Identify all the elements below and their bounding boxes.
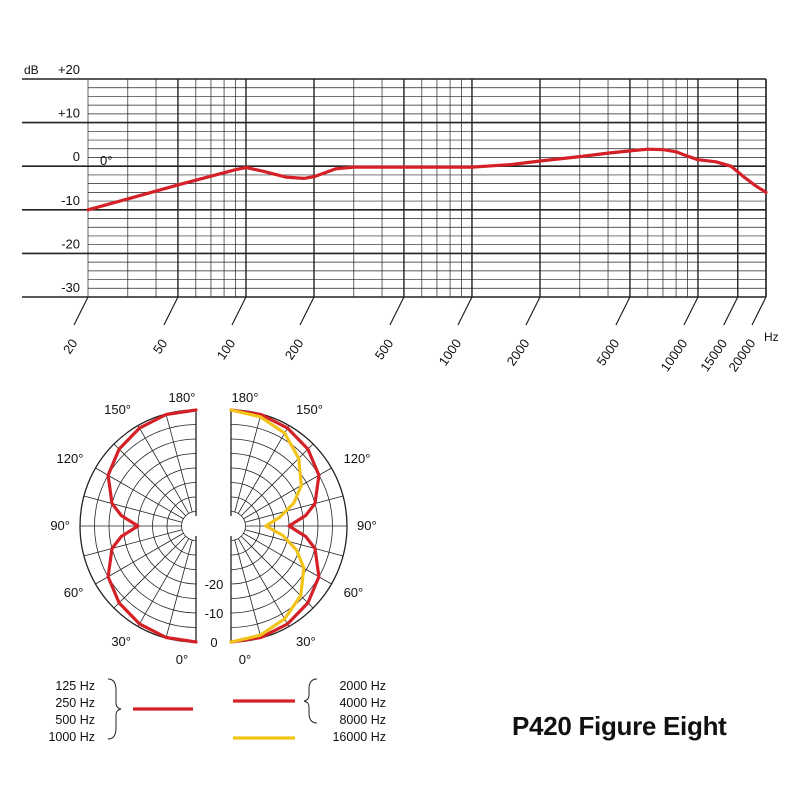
x-tick-mark bbox=[751, 296, 767, 326]
y-tick-label: 0 bbox=[73, 149, 80, 164]
polar-spoke bbox=[95, 467, 184, 520]
legend-label: 250 Hz bbox=[55, 696, 95, 710]
polar-spoke bbox=[165, 539, 193, 639]
polar-db-label: -20 bbox=[205, 577, 224, 592]
x-tick-mark bbox=[525, 296, 541, 326]
polar-curve-red bbox=[106, 408, 198, 644]
y-tick-label: +10 bbox=[58, 106, 80, 121]
legend-label: 500 Hz bbox=[55, 713, 95, 727]
polar-spoke bbox=[244, 529, 344, 557]
polar-db-label: -10 bbox=[205, 606, 224, 621]
x-tick-mark bbox=[231, 296, 247, 326]
polar-angle-label: 150° bbox=[296, 402, 323, 417]
x-tick-label: 15000 bbox=[697, 336, 730, 374]
polar-angle-label: 0° bbox=[176, 652, 188, 667]
x-tick-mark bbox=[457, 296, 473, 326]
polar-angle-label: 120° bbox=[344, 451, 371, 466]
x-tick-mark bbox=[723, 296, 739, 326]
y-tick-label: -30 bbox=[61, 280, 80, 295]
x-tick-mark bbox=[73, 296, 89, 326]
y-axis-label: dB bbox=[24, 63, 39, 77]
x-tick-mark bbox=[615, 296, 631, 326]
x-tick-label: 200 bbox=[282, 336, 307, 362]
polar-angle-label: 90° bbox=[50, 518, 70, 533]
x-tick-mark bbox=[299, 296, 315, 326]
y-tick-label: -20 bbox=[61, 236, 80, 251]
x-tick-label: 500 bbox=[372, 336, 397, 362]
polar-spoke bbox=[83, 495, 183, 523]
polar-angle-label: 30° bbox=[111, 634, 131, 649]
polar-ring bbox=[181, 511, 197, 541]
polar-center bbox=[186, 516, 206, 536]
x-tick-mark bbox=[683, 296, 699, 326]
polar-ring bbox=[230, 511, 246, 541]
y-tick-label: +20 bbox=[58, 62, 80, 77]
polar-spoke bbox=[240, 443, 314, 517]
frequency-response-chart: 20 50 100 200 500 1000 2000 5000 10000 1500020000… bbox=[22, 62, 779, 374]
x-tick-label: 50 bbox=[150, 336, 171, 356]
polar-spoke bbox=[237, 538, 290, 627]
x-tick-label: 100 bbox=[214, 336, 239, 362]
x-tick-label: 1000 bbox=[436, 336, 465, 368]
legend-brace bbox=[107, 678, 122, 740]
x-tick-mark bbox=[389, 296, 405, 326]
polar-spoke bbox=[165, 413, 193, 513]
x-tick-label: 20000 bbox=[725, 336, 758, 374]
legend-label: 16000 Hz bbox=[332, 730, 386, 744]
polar-spoke bbox=[113, 535, 187, 609]
polar-angle-label: 120° bbox=[57, 451, 84, 466]
polar-spoke bbox=[237, 425, 290, 514]
legend-brace bbox=[303, 678, 318, 724]
polar-pattern-chart: 0° 0° 30° 30° 60° 60° 90° 90° 120° 120° 150° 150° 18… bbox=[50, 390, 376, 667]
polar-angle-label: 30° bbox=[296, 634, 316, 649]
x-tick-mark bbox=[163, 296, 179, 326]
polar-angle-label: 180° bbox=[169, 390, 196, 405]
polar-angle-label: 150° bbox=[104, 402, 131, 417]
polar-spoke bbox=[234, 413, 262, 513]
legend-label: 8000 Hz bbox=[339, 713, 386, 727]
x-axis-label: Hz bbox=[764, 330, 779, 344]
legend: 125 Hz 250 Hz 500 Hz 1000 Hz 2000 Hz 4000 Hz 8… bbox=[48, 678, 386, 744]
x-tick-label: 5000 bbox=[594, 336, 623, 368]
polar-spoke bbox=[137, 538, 190, 627]
polar-spoke bbox=[243, 532, 332, 585]
polar-center bbox=[221, 516, 241, 536]
x-tick-label: 10000 bbox=[657, 336, 690, 374]
response-curve bbox=[86, 147, 768, 212]
polar-angle-label: 180° bbox=[232, 390, 259, 405]
polar-db-label: 0 bbox=[210, 635, 217, 650]
polar-spoke bbox=[83, 529, 183, 557]
polar-spoke bbox=[113, 443, 187, 517]
polar-curve-yellow bbox=[229, 408, 306, 644]
legend-label: 1000 Hz bbox=[48, 730, 95, 744]
polar-spoke bbox=[95, 532, 184, 585]
y-tick-label: -10 bbox=[61, 193, 80, 208]
legend-label: 125 Hz bbox=[55, 679, 95, 693]
legend-label: 4000 Hz bbox=[339, 696, 386, 710]
polar-angle-label: 60° bbox=[344, 585, 364, 600]
polar-spoke bbox=[137, 425, 190, 514]
legend-label: 2000 Hz bbox=[339, 679, 386, 693]
polar-curve-red bbox=[229, 408, 321, 644]
polar-angle-label: 0° bbox=[239, 652, 251, 667]
x-tick-label: 2000 bbox=[504, 336, 533, 368]
product-title: P420 Figure Eight bbox=[512, 711, 727, 741]
polar-spoke bbox=[243, 467, 332, 520]
polar-angle-label: 90° bbox=[357, 518, 377, 533]
angle-annotation: 0° bbox=[100, 153, 112, 168]
x-tick-label: 20 bbox=[60, 336, 81, 356]
polar-spoke bbox=[244, 495, 344, 523]
polar-spoke bbox=[234, 539, 262, 639]
polar-angle-label: 60° bbox=[64, 585, 84, 600]
